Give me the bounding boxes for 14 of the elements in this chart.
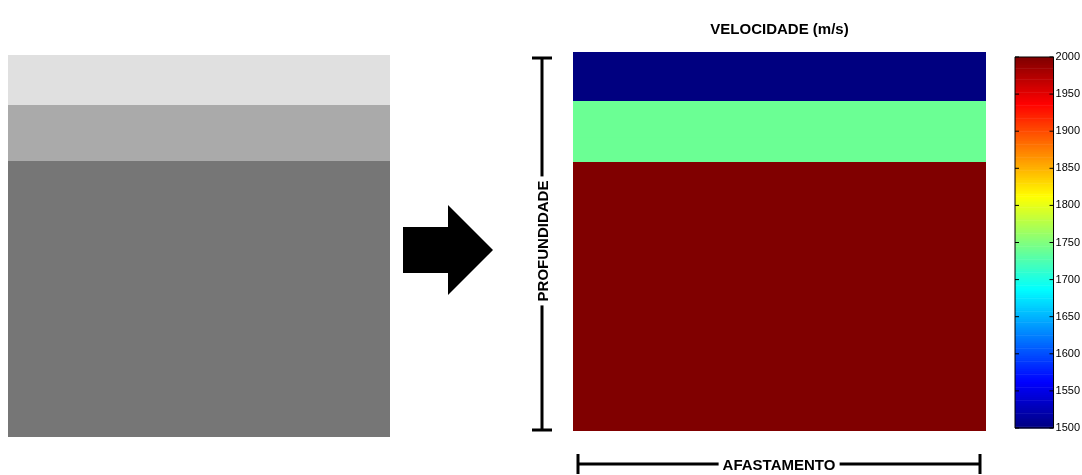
color-bar-label: 1550: [1055, 383, 1081, 396]
color-bar-label: 1650: [1055, 309, 1081, 322]
x-axis-title: AFASTAMENTO: [718, 455, 840, 473]
color-bar-label: 1900: [1055, 124, 1081, 137]
color-bar-label: 1850: [1055, 161, 1081, 174]
y-axis-title: PROFUNDIDADE: [533, 176, 551, 306]
color-bar-label: 2000: [1055, 50, 1081, 63]
color-bar-label: 1750: [1055, 235, 1081, 248]
color-bar-label: 1600: [1055, 346, 1081, 359]
color-bar-label: 1700: [1055, 272, 1081, 285]
chart-title: VELOCIDADE (m/s): [709, 20, 850, 37]
color-bar-label: 1500: [1055, 421, 1081, 434]
color-bar-label: 1800: [1055, 198, 1081, 211]
color-bar-label: 1950: [1055, 87, 1081, 100]
